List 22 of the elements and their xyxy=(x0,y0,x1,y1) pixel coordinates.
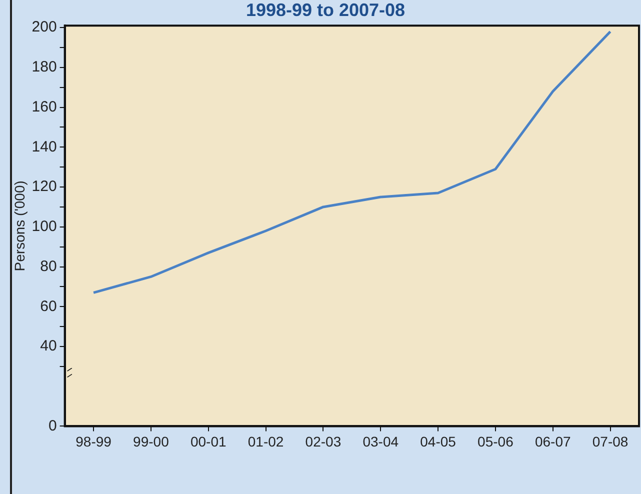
y-tick-label: 60 xyxy=(40,298,57,315)
y-tick-label: 200 xyxy=(32,18,57,36)
y-tick-label: 0 xyxy=(48,417,57,434)
x-tick-label: 99-00 xyxy=(133,433,170,450)
x-tick-label: 02-03 xyxy=(305,433,342,450)
x-tick-label: 01-02 xyxy=(248,433,284,450)
x-tick-label: 06-07 xyxy=(534,433,571,450)
x-tick-label: 98-99 xyxy=(76,433,112,450)
y-tick-label: 40 xyxy=(40,338,57,355)
x-tick-label: 05-06 xyxy=(478,433,514,450)
x-tick-label: 04-05 xyxy=(420,433,456,450)
x-tick-label: 03-04 xyxy=(362,433,399,450)
x-tick-label: 07-08 xyxy=(592,433,628,450)
y-tick-label: 80 xyxy=(40,258,57,275)
y-tick-label: 120 xyxy=(32,178,57,196)
chart-title: 1998-99 to 2007-08 xyxy=(246,0,406,20)
y-tick-label: 160 xyxy=(32,98,57,116)
y-tick-label: 140 xyxy=(32,138,57,156)
y-tick-label: 100 xyxy=(32,218,57,236)
y-tick-label: 180 xyxy=(32,58,57,76)
x-tick-label: 00-01 xyxy=(190,433,226,450)
y-axis-title: Persons ('000) xyxy=(11,180,28,272)
